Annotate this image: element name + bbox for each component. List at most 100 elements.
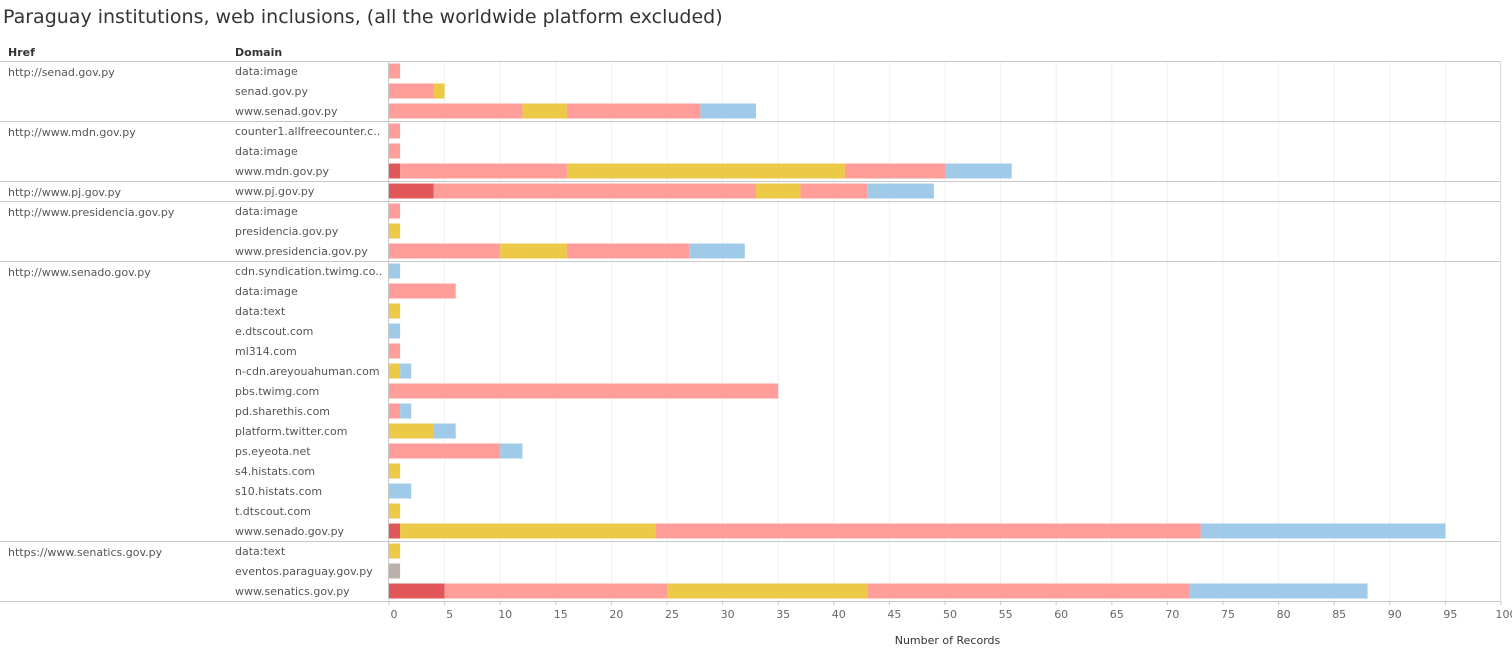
domain-label: e.dtscout.com [235, 325, 313, 338]
domain-label: n-cdn.areyouahuman.com [235, 365, 380, 378]
bar-segment [566, 103, 701, 119]
bar-segment [389, 443, 501, 459]
x-tick-label: 15 [554, 608, 568, 621]
domain-label: data:image [235, 205, 298, 218]
domain-label: ps.eyeota.net [235, 445, 311, 458]
bar-segment [389, 323, 401, 339]
header-domain: Domain [235, 46, 282, 59]
domain-label: www.pj.gov.py [235, 185, 315, 198]
bar-segment [566, 243, 690, 259]
bar-segment [389, 83, 434, 99]
domain-label: counter1.allfreecounter.c.. [235, 125, 380, 138]
bar-segment [389, 123, 401, 139]
domain-label: cdn.syndication.twimg.co.. [235, 265, 382, 278]
bar-segment [755, 183, 801, 199]
x-tick-label: 75 [1221, 608, 1235, 621]
x-tick-label: 0 [391, 608, 398, 621]
href-label: http://senad.gov.py [8, 66, 115, 79]
href-label: http://www.mdn.gov.py [8, 126, 136, 139]
bar-segment [389, 483, 412, 499]
bar-segment [700, 103, 756, 119]
bar-segment [867, 583, 1190, 599]
domain-label: presidencia.gov.py [235, 225, 339, 238]
href-label: https://www.senatics.gov.py [8, 546, 163, 559]
domain-label: eventos.paraguay.gov.py [235, 565, 373, 578]
bar-segment [389, 423, 434, 439]
domain-label: ml314.com [235, 345, 297, 358]
bar-segment [1200, 523, 1446, 539]
href-label: http://www.pj.gov.py [8, 186, 122, 199]
bar-segment [667, 583, 868, 599]
bar-segment [389, 283, 456, 299]
domain-label: senad.gov.py [235, 85, 309, 98]
x-axis-title: Number of Records [895, 634, 1001, 647]
bar-segment [655, 523, 1201, 539]
bar-segment [433, 183, 756, 199]
x-tick-label: 60 [1054, 608, 1068, 621]
x-tick-label: 85 [1332, 608, 1346, 621]
bar-segment [433, 423, 456, 439]
bar-segment [389, 243, 501, 259]
x-tick-label: 20 [609, 608, 623, 621]
bar-segment [389, 103, 523, 119]
bar-segment [389, 563, 401, 579]
bar-segment [389, 343, 401, 359]
x-tick-label: 90 [1388, 608, 1402, 621]
bar-segment [389, 163, 401, 179]
x-tick-label: 25 [665, 608, 679, 621]
bar-segment [400, 163, 567, 179]
bar-segment [400, 403, 412, 419]
bar-segment [389, 503, 401, 519]
bar-segment [389, 143, 401, 159]
x-tick-label: 5 [446, 608, 453, 621]
bar-segment [566, 163, 845, 179]
href-label: http://www.senado.gov.py [8, 266, 151, 279]
x-tick-label: 35 [776, 608, 790, 621]
domain-label: www.senado.gov.py [235, 525, 345, 538]
bar-segment [389, 383, 779, 399]
bar-segment [389, 183, 434, 199]
x-tick-label: 30 [721, 608, 735, 621]
bar-segment [522, 103, 567, 119]
x-tick-label: 70 [1165, 608, 1179, 621]
domain-label: platform.twitter.com [235, 425, 348, 438]
bar-segment [433, 83, 445, 99]
domain-label: data:image [235, 65, 298, 78]
bar-segment [389, 403, 401, 419]
domain-label: www.presidencia.gov.py [235, 245, 368, 258]
header-href: Href [8, 46, 35, 59]
bar-segment [1189, 583, 1368, 599]
x-tick-label: 10 [498, 608, 512, 621]
bar-segment [389, 363, 401, 379]
domain-label: t.dtscout.com [235, 505, 311, 518]
x-tick-label: 95 [1443, 608, 1457, 621]
bar-segment [389, 543, 401, 559]
x-tick-label: 80 [1277, 608, 1291, 621]
x-tick-label: 40 [832, 608, 846, 621]
bar-segment [389, 583, 445, 599]
x-tick-label: 100 [1496, 608, 1512, 621]
bar-segment [500, 443, 523, 459]
bar-segment [389, 203, 401, 219]
domain-label: data:text [235, 545, 286, 558]
domain-label: www.senatics.gov.py [235, 585, 350, 598]
domain-label: pd.sharethis.com [235, 405, 330, 418]
x-tick-label: 65 [1110, 608, 1124, 621]
domain-label: s10.histats.com [235, 485, 322, 498]
bar-segment [389, 263, 401, 279]
bar-segment [389, 303, 401, 319]
domain-label: data:text [235, 305, 286, 318]
x-tick-label: 50 [943, 608, 957, 621]
chart-title: Paraguay institutions, web inclusions, (… [3, 6, 723, 28]
bar-segment [689, 243, 745, 259]
bar-segment [945, 163, 1012, 179]
bar-segment [400, 523, 656, 539]
domain-label: s4.histats.com [235, 465, 315, 478]
bar-segment [389, 463, 401, 479]
domain-label: data:image [235, 285, 298, 298]
domain-label: www.senad.gov.py [235, 105, 338, 118]
domain-label: www.mdn.gov.py [235, 165, 329, 178]
bar-segment [444, 583, 667, 599]
bar-segment [800, 183, 868, 199]
